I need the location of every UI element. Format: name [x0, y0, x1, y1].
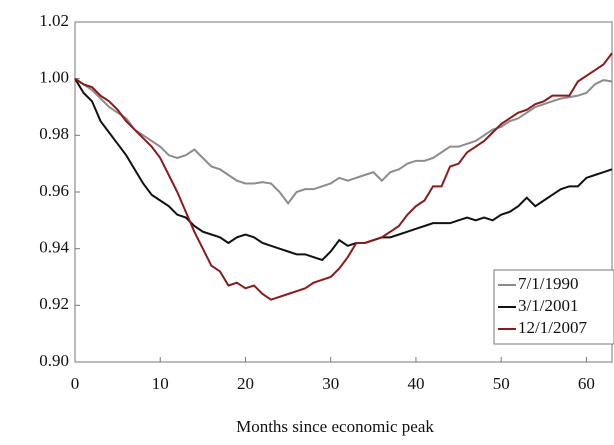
legend-label: 3/1/2001: [518, 296, 578, 315]
x-tick-label: 40: [407, 374, 424, 393]
x-tick-label: 10: [152, 374, 169, 393]
y-tick-label: 0.94: [39, 238, 69, 257]
legend-label: 7/1/1990: [518, 274, 578, 293]
x-tick-label: 60: [578, 374, 595, 393]
x-tick-label: 0: [71, 374, 80, 393]
line-series: [74, 77, 613, 205]
line-series: [74, 52, 613, 301]
y-tick-label: 1.02: [39, 11, 69, 30]
y-tick-label: 1.00: [39, 68, 69, 87]
y-tick-label: 0.96: [39, 181, 69, 200]
x-tick-label: 50: [493, 374, 510, 393]
y-tick-label: 0.92: [39, 294, 69, 313]
x-tick-label: 20: [237, 374, 254, 393]
x-axis-label: Months since economic peak: [236, 417, 434, 436]
line-series: [74, 78, 613, 262]
x-tick-label: 30: [322, 374, 339, 393]
y-tick-label: 0.90: [39, 351, 69, 370]
legend-label: 12/1/2007: [518, 318, 587, 337]
y-tick-label: 0.98: [39, 124, 69, 143]
